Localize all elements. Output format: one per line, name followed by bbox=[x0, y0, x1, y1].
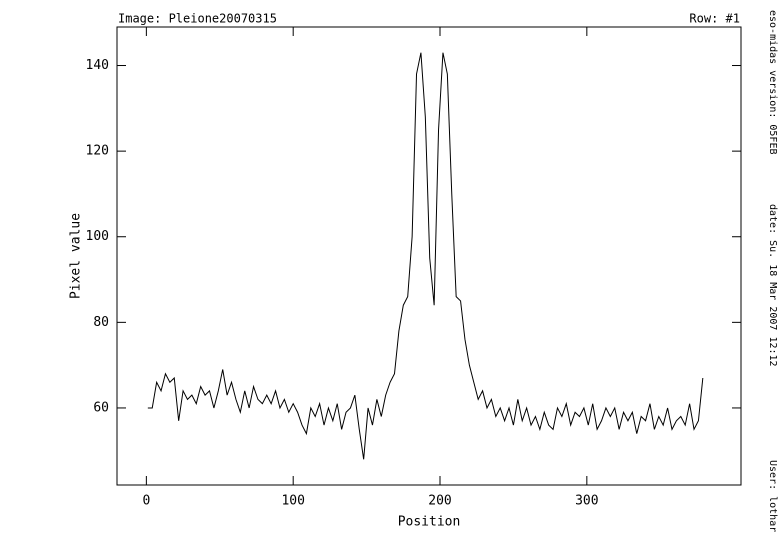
side-date: date: Su. 18 Mar 2007 12:12 bbox=[767, 204, 778, 367]
y-axis-label: Pixel value bbox=[69, 213, 84, 299]
y-tick-label: 100 bbox=[86, 229, 109, 244]
header-right: Row: #1 bbox=[689, 12, 740, 26]
data-line bbox=[147, 52, 704, 460]
plot-frame bbox=[116, 26, 742, 486]
y-tick-label: 60 bbox=[93, 400, 109, 415]
y-tick-label: 140 bbox=[86, 58, 109, 73]
y-tick-label: 120 bbox=[86, 144, 109, 159]
x-tick-label: 100 bbox=[281, 494, 304, 509]
side-user: User: lothar bbox=[767, 460, 778, 532]
x-axis-label: Position bbox=[398, 515, 461, 530]
x-tick-label: 0 bbox=[142, 494, 150, 509]
header-left: Image: Pleione20070315 bbox=[118, 12, 277, 26]
x-tick-label: 300 bbox=[575, 494, 598, 509]
x-tick-label: 200 bbox=[428, 494, 451, 509]
side-version: eso-midas version: 05FEB bbox=[767, 10, 778, 155]
y-tick-label: 80 bbox=[93, 315, 109, 330]
